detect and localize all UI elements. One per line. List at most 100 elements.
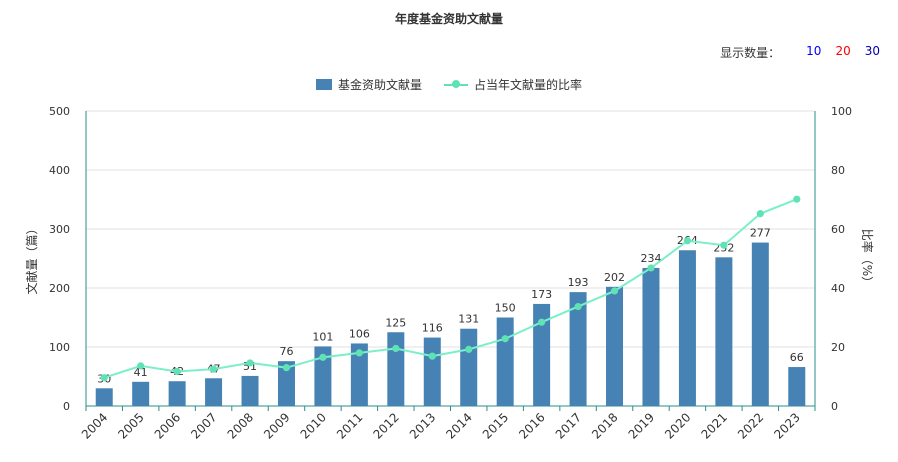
bar [95,388,113,406]
bar-data-label: 66 [790,351,804,364]
ratio-point [209,365,218,373]
ratio-point [610,287,619,295]
ratio-point [355,349,363,357]
y-left-tick-label: 100 [49,341,70,354]
bar [314,346,332,406]
bar-data-label: 277 [750,227,771,240]
x-tick-label: 2013 [407,410,438,441]
display-count-option-10[interactable]: 10 [806,44,822,58]
x-tick-label: 2022 [735,410,766,441]
x-tick-label: 2014 [443,410,474,441]
display-count-option-20[interactable]: 20 [835,44,851,58]
ratio-point [282,364,291,372]
x-tick-label: 2017 [553,410,584,441]
ratio-point [173,367,181,376]
ratio-point [683,237,692,245]
x-tick-label: 2021 [698,410,729,441]
y-right-tick-label: 20 [831,341,845,354]
chart-legend: 基金资助文献量 占当年文献量的比率 [0,76,898,93]
x-tick-label: 2011 [334,410,365,441]
ratio-point [756,210,764,218]
bar [569,292,587,406]
chart-title: 年度基金资助文献量 [394,12,503,26]
legend-item-bar[interactable]: 基金资助文献量 [315,76,422,93]
bar [606,286,624,406]
y-right-tick-label: 80 [831,164,845,177]
bar-data-label: 131 [458,313,479,326]
legend-bar-swatch [315,79,332,90]
bar-data-label: 101 [312,330,333,343]
x-tick-label: 2012 [370,410,401,441]
y-left-tick-label: 300 [49,223,70,236]
ratio-point [647,264,655,272]
bar [715,257,733,406]
ratio-point [720,241,728,249]
bar [168,381,186,406]
ratio-line [103,198,798,379]
x-tick-label: 2007 [188,410,219,441]
ratio-point [319,353,327,361]
x-tick-label: 2016 [516,410,547,441]
ratio-point [793,195,801,203]
bar-data-label: 106 [349,327,370,340]
ratio-point [465,345,473,353]
display-count-label: 显示数量： [720,46,781,60]
bar-data-label: 116 [422,322,443,335]
display-count-option-30[interactable]: 30 [864,44,880,58]
x-tick-label: 2004 [79,410,110,441]
bar-data-label: 193 [568,276,589,289]
bar [387,332,405,406]
bar-data-label: 76 [279,345,293,358]
bar [460,328,478,406]
bar [241,375,259,406]
display-count-selector: 显示数量： 10 20 30 [720,44,880,61]
legend-line-swatch [444,79,468,90]
legend-item-line[interactable]: 占当年文献量的比率 [444,76,582,93]
x-tick-label: 2018 [589,410,620,441]
bar [751,242,769,406]
bar [678,250,696,406]
bar-data-label: 41 [134,366,148,379]
bar-data-label: 234 [640,252,661,265]
x-tick-label: 2010 [298,410,329,441]
ratio-point [246,359,254,367]
bar [205,378,223,406]
ratio-point [137,362,145,370]
x-tick-label: 2006 [152,410,183,441]
y-left-tick-label: 500 [49,105,70,118]
x-tick-label: 2008 [225,410,256,441]
bar-data-label: 125 [385,316,406,329]
ratio-point [501,335,509,343]
bar-data-label: 173 [531,288,552,301]
legend-line-label: 占当年文献量的比率 [474,78,583,92]
y-right-tick-label: 60 [831,223,845,236]
bar [350,343,368,406]
legend-bar-label: 基金资助文献量 [337,78,422,92]
y-right-tick-label: 100 [831,105,852,118]
x-tick-label: 2015 [480,410,511,441]
x-tick-label: 2005 [115,410,146,441]
x-tick-label: 2019 [626,410,657,441]
ratio-point [100,374,108,382]
y-left-tick-label: 0 [63,400,70,413]
y-left-tick-label: 200 [49,282,70,295]
y-right-tick-label: 0 [831,400,838,413]
bar [533,303,551,406]
bar-data-label: 202 [604,271,625,284]
y-right-tick-label: 40 [831,282,845,295]
x-tick-label: 2023 [771,410,802,441]
x-tick-label: 2009 [261,410,292,441]
y-left-axis-title: 文献量（篇） [24,222,39,294]
bar [277,361,295,406]
bar [423,337,441,406]
x-tick-label: 2020 [662,410,693,441]
bar [132,381,150,406]
bar-data-label: 150 [495,302,516,315]
ratio-point [538,318,546,326]
bar [788,367,806,406]
bar [496,317,514,406]
y-right-axis-title: 比率（%） [860,229,875,288]
y-left-tick-label: 400 [49,164,70,177]
ratio-point [574,302,582,311]
